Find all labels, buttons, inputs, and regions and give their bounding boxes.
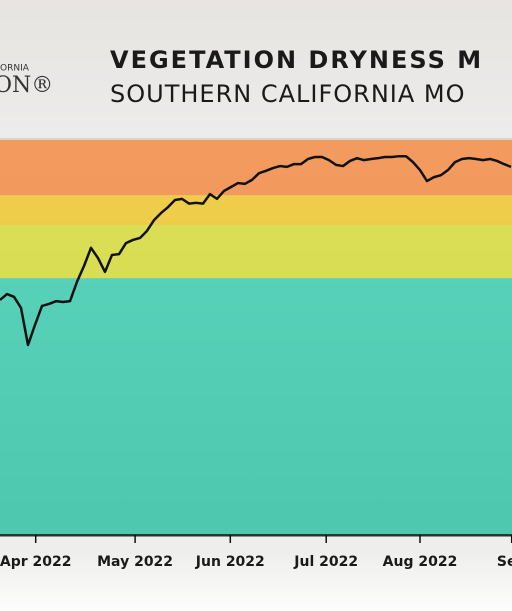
band — [0, 195, 512, 225]
header-haze — [0, 0, 512, 138]
band — [0, 224, 512, 279]
band — [0, 278, 512, 535]
band — [0, 140, 512, 196]
x-tick-label: Aug 2022 — [383, 554, 458, 570]
footer-haze — [0, 537, 512, 611]
x-tick-label: Apr 2022 — [0, 554, 72, 570]
x-tick-label: Jul 2022 — [293, 554, 358, 570]
x-tick-label: May 2022 — [97, 554, 173, 570]
chart-subtitle: SOUTHERN CALIFORNIA MO — [110, 80, 466, 108]
chart-title: VEGETATION DRYNESS M — [110, 46, 483, 74]
logo-top: ORNIA — [0, 64, 30, 74]
data-line — [0, 154, 512, 347]
x-tick-label: Jun 2022 — [195, 554, 265, 570]
logo-bottom: ON® — [0, 73, 53, 98]
x-tick-label: Sep — [497, 554, 512, 570]
